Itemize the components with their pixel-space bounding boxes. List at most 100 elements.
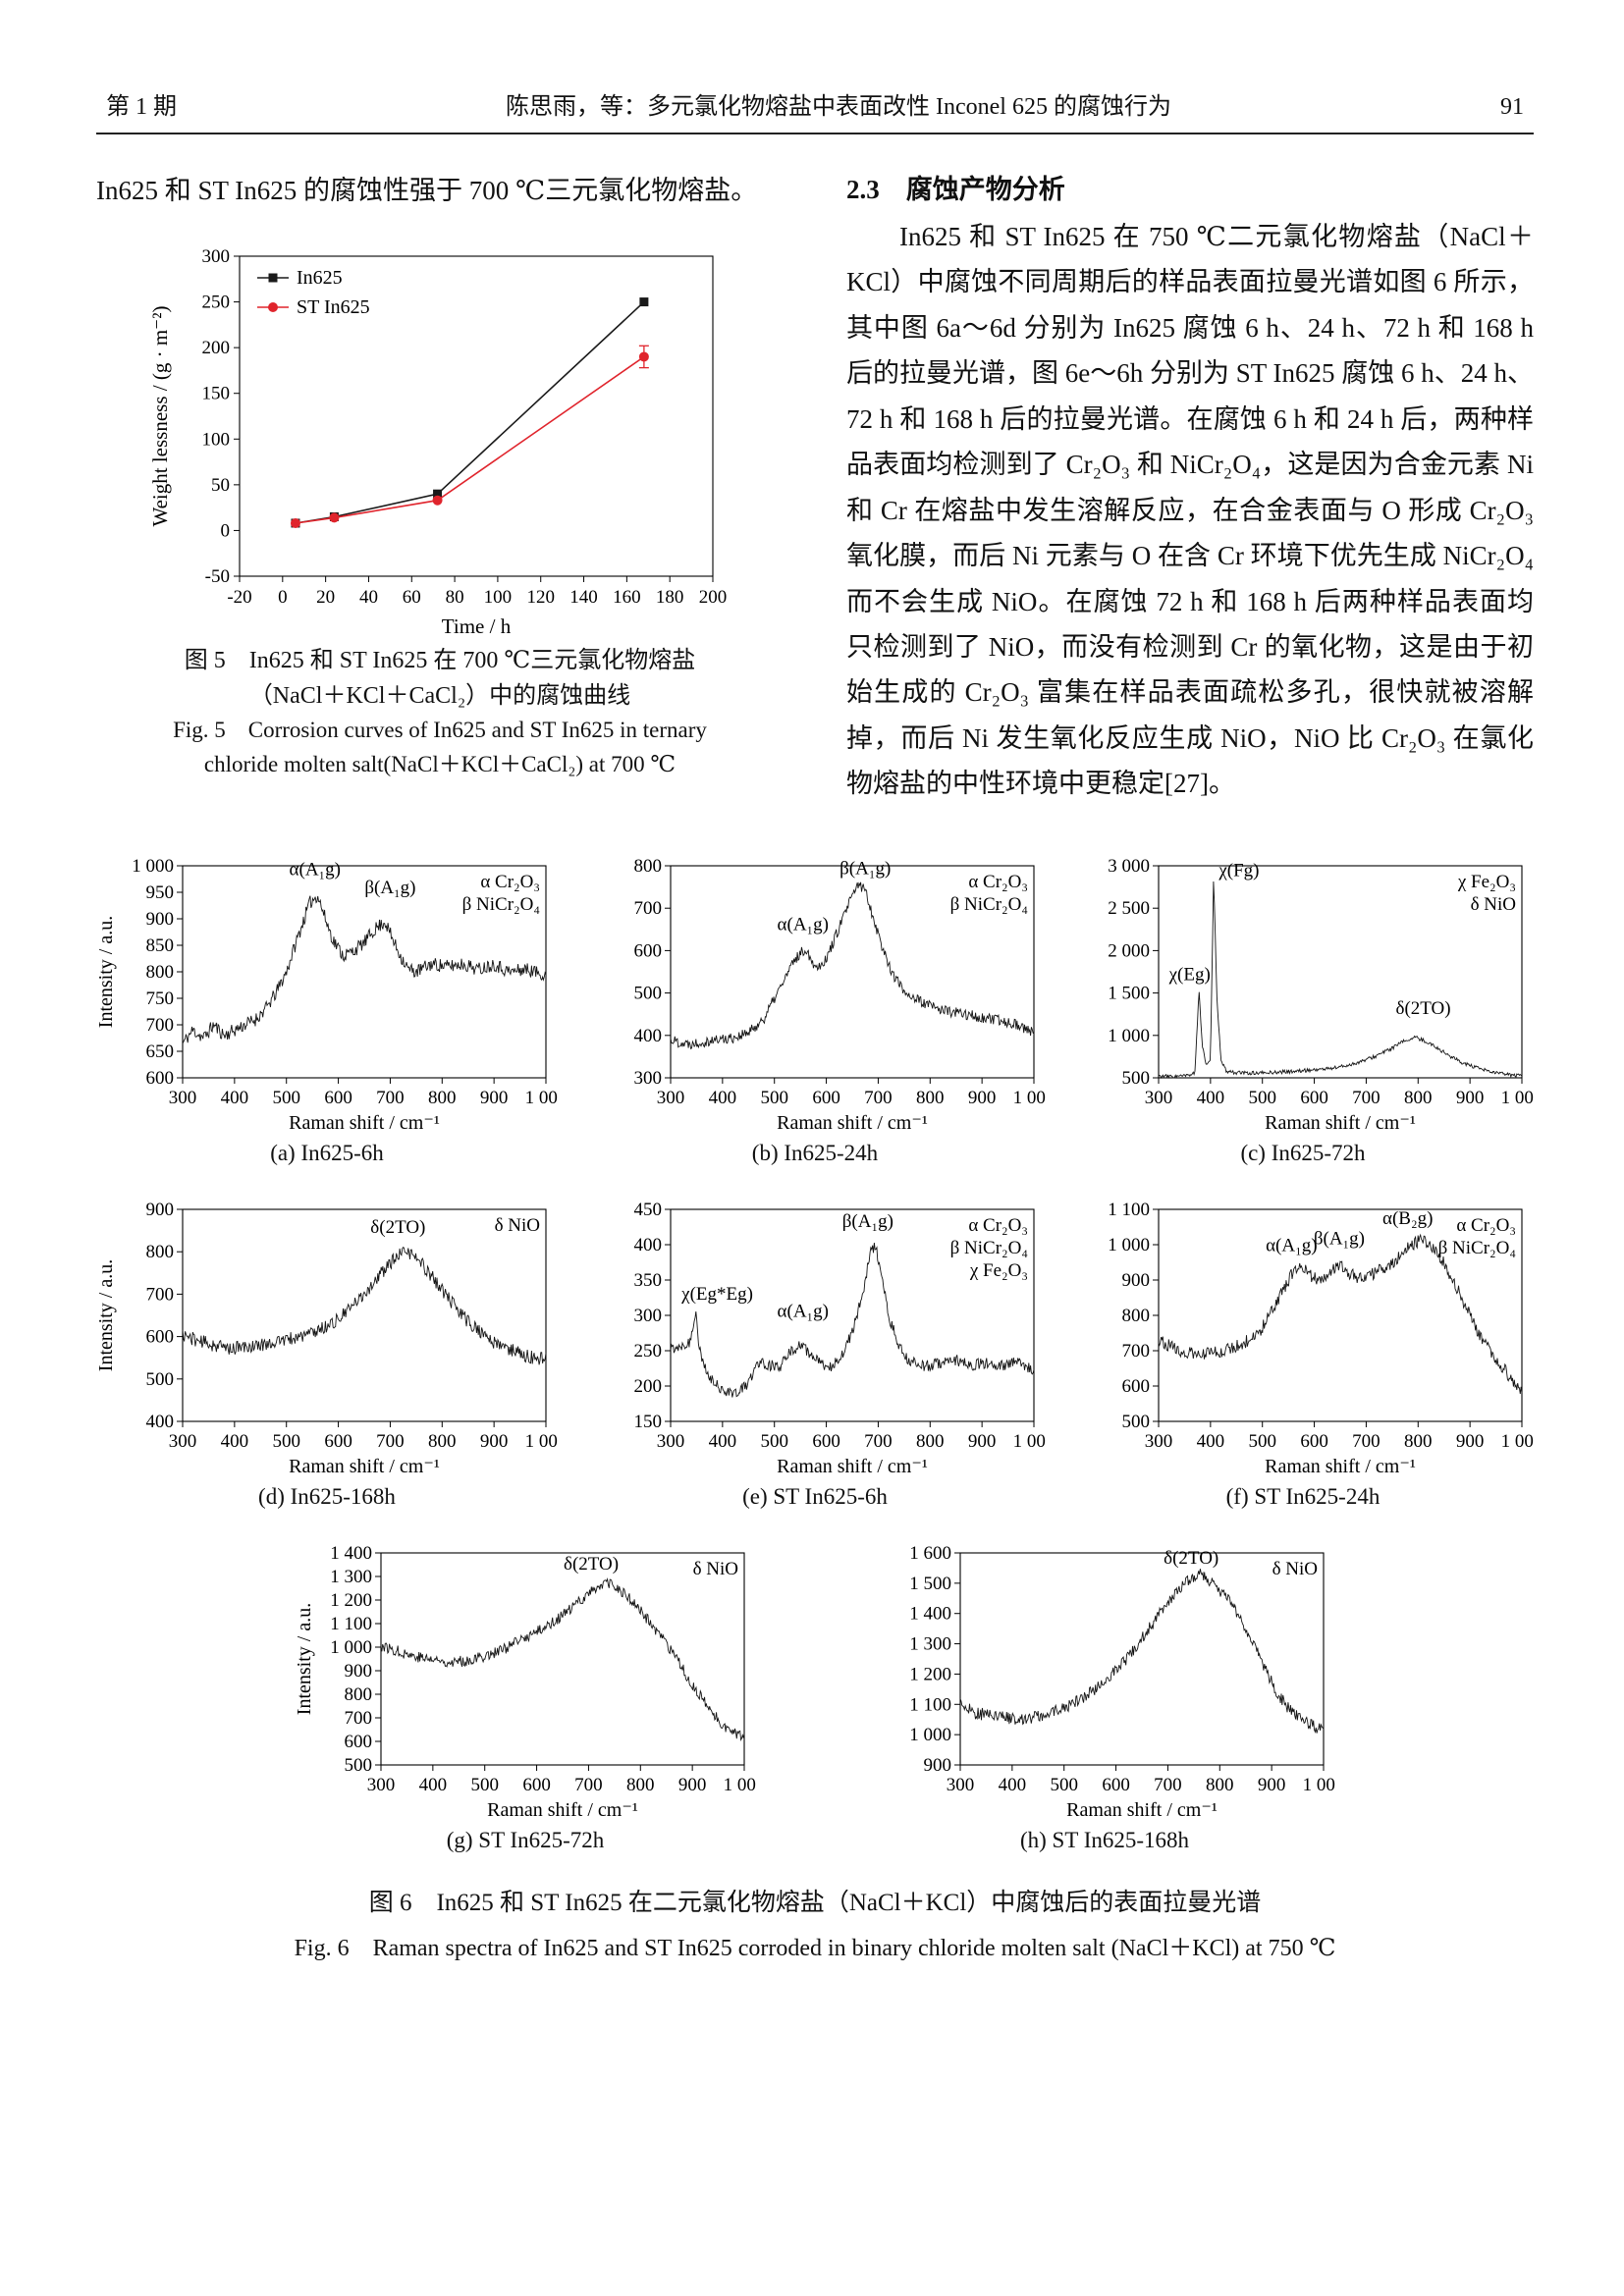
svg-text:500: 500 [1122, 1068, 1151, 1089]
svg-text:1 400: 1 400 [909, 1603, 951, 1624]
svg-text:Raman shift / cm⁻¹: Raman shift / cm⁻¹ [1066, 1799, 1218, 1821]
svg-text:900: 900 [146, 1200, 175, 1220]
svg-text:300: 300 [634, 1068, 663, 1089]
svg-text:700: 700 [864, 1431, 893, 1452]
svg-text:250: 250 [202, 293, 231, 313]
svg-text:300: 300 [1145, 1431, 1173, 1452]
two-column-area: In625 和 ST In625 的腐蚀性强于 700 ℃三元氯化物熔盐。 -2… [96, 168, 1534, 807]
svg-text:900: 900 [1122, 1270, 1151, 1291]
svg-text:450: 450 [634, 1200, 663, 1220]
svg-text:ST In625: ST In625 [297, 296, 370, 318]
svg-text:1 300: 1 300 [330, 1567, 372, 1587]
svg-text:600: 600 [324, 1088, 352, 1108]
raman-chart-fig6c: 300 400 500 600 700 800 900 1 000 500 1 000 1 500 2… [1108, 856, 1534, 1134]
svg-text:800: 800 [345, 1684, 373, 1705]
raman-chart-fig6f: 300 400 500 600 700 800 900 1 000 500 600 700 800 90… [1108, 1200, 1534, 1477]
left-column: In625 和 ST In625 的腐蚀性强于 700 ℃三元氯化物熔盐。 -2… [96, 168, 784, 807]
svg-text:400: 400 [1197, 1431, 1225, 1452]
svg-text:1 300: 1 300 [909, 1633, 951, 1654]
svg-text:δ(2TO): δ(2TO) [370, 1216, 425, 1237]
raman-subplot-a: 300 400 500 600 700 800 900 1 000 600 650 700 750 80… [96, 850, 558, 1166]
svg-text:800: 800 [916, 1088, 945, 1108]
svg-text:Intensity / a.u.: Intensity / a.u. [295, 1602, 315, 1714]
svg-text:β NiCr₂O₄: β NiCr₂O₄ [462, 894, 540, 915]
svg-text:α(A₁g): α(A₁g) [1266, 1235, 1317, 1255]
svg-text:β NiCr₂O₄: β NiCr₂O₄ [950, 1238, 1028, 1258]
svg-text:600: 600 [1122, 1376, 1151, 1397]
svg-text:700: 700 [864, 1088, 893, 1108]
subplot-caption-c: (c) In625-72h [1240, 1140, 1366, 1165]
svg-text:500: 500 [634, 983, 663, 1003]
svg-text:600: 600 [1102, 1775, 1130, 1795]
svg-text:Raman shift / cm⁻¹: Raman shift / cm⁻¹ [1265, 1112, 1416, 1134]
svg-text:χ Fe₂O₃: χ Fe₂O₃ [969, 1260, 1028, 1281]
svg-text:800: 800 [916, 1431, 945, 1452]
figure5: -20 0 20 40 60 80 100 120 140 160 180 200 -50 0 50 100 1… [96, 240, 784, 781]
svg-text:α(B₂g): α(B₂g) [1382, 1208, 1433, 1229]
svg-text:500: 500 [345, 1755, 373, 1776]
svg-text:850: 850 [146, 935, 175, 956]
svg-text:300: 300 [1145, 1088, 1173, 1108]
svg-text:χ(Eg*Eg): χ(Eg*Eg) [680, 1284, 753, 1305]
section-paragraph: In625 和 ST In625 在 750 ℃二元氯化物熔盐（NaCl＋KCl… [846, 222, 1534, 799]
svg-text:500: 500 [1248, 1431, 1276, 1452]
svg-text:160: 160 [613, 587, 641, 608]
svg-text:200: 200 [634, 1376, 663, 1397]
svg-text:1 000: 1 000 [525, 1431, 558, 1452]
svg-text:350: 350 [634, 1270, 663, 1291]
svg-text:1 100: 1 100 [909, 1694, 951, 1715]
svg-text:700: 700 [376, 1088, 405, 1108]
svg-text:600: 600 [1300, 1431, 1328, 1452]
svg-text:χ Fe₂O₃: χ Fe₂O₃ [1457, 872, 1516, 892]
svg-text:δ NiO: δ NiO [693, 1559, 738, 1579]
svg-text:β(A₁g): β(A₁g) [364, 878, 415, 898]
svg-text:-50: -50 [205, 566, 230, 587]
svg-text:1 000: 1 000 [1501, 1431, 1534, 1452]
raman-subplot-h: 300 400 500 600 700 800 900 1 000 900 1 000 1 100 1… [874, 1537, 1335, 1853]
svg-text:150: 150 [634, 1412, 663, 1432]
svg-text:40: 40 [359, 587, 378, 608]
svg-text:1 500: 1 500 [1108, 983, 1150, 1003]
raman-chart-fig6b: 300 400 500 600 700 800 900 1 000 300 400 500 600 70… [634, 856, 1047, 1134]
svg-text:140: 140 [569, 587, 598, 608]
svg-text:300: 300 [169, 1431, 197, 1452]
svg-text:β(A₁g): β(A₁g) [839, 858, 891, 879]
svg-text:β NiCr₂O₄: β NiCr₂O₄ [950, 894, 1028, 915]
svg-text:Intensity / a.u.: Intensity / a.u. [96, 915, 117, 1027]
svg-text:300: 300 [169, 1088, 197, 1108]
svg-text:In625: In625 [297, 267, 343, 289]
svg-text:1 000: 1 000 [330, 1637, 372, 1658]
svg-text:400: 400 [419, 1775, 448, 1795]
svg-text:Raman shift / cm⁻¹: Raman shift / cm⁻¹ [1265, 1456, 1416, 1477]
svg-text:β NiCr₂O₄: β NiCr₂O₄ [1438, 1238, 1516, 1258]
svg-text:400: 400 [709, 1088, 737, 1108]
svg-text:500: 500 [1248, 1088, 1276, 1108]
svg-text:600: 600 [522, 1775, 551, 1795]
svg-text:600: 600 [812, 1088, 840, 1108]
svg-text:800: 800 [428, 1431, 457, 1452]
svg-text:1 400: 1 400 [330, 1543, 372, 1564]
svg-text:α Cr₂O₃: α Cr₂O₃ [968, 872, 1028, 892]
raman-subplot-e: 300 400 500 600 700 800 900 1 000 150 200 250 300 35… [584, 1194, 1047, 1510]
svg-text:950: 950 [146, 882, 175, 903]
svg-text:400: 400 [221, 1088, 249, 1108]
svg-text:700: 700 [1122, 1341, 1151, 1362]
svg-text:1 000: 1 000 [1013, 1088, 1046, 1108]
svg-text:0: 0 [278, 587, 288, 608]
svg-text:1 000: 1 000 [1303, 1775, 1335, 1795]
svg-text:200: 200 [699, 587, 728, 608]
svg-text:1 200: 1 200 [909, 1664, 951, 1684]
figure5-caption-cn-line1: 图 5 In625 和 ST In625 在 700 ℃三元氯化物熔盐 [184, 648, 696, 674]
svg-text:80: 80 [446, 587, 464, 608]
svg-text:500: 500 [760, 1088, 788, 1108]
svg-text:400: 400 [1197, 1088, 1225, 1108]
subplot-caption-g: (g) ST In625-72h [446, 1827, 605, 1852]
svg-text:500: 500 [1050, 1775, 1078, 1795]
svg-text:900: 900 [146, 909, 175, 930]
svg-text:500: 500 [146, 1368, 175, 1389]
svg-text:600: 600 [146, 1326, 175, 1347]
figure5-caption-en-line2: chloride molten salt(NaCl＋KCl＋CaCl₂) at … [203, 751, 677, 776]
svg-text:β(A₁g): β(A₁g) [842, 1211, 893, 1232]
